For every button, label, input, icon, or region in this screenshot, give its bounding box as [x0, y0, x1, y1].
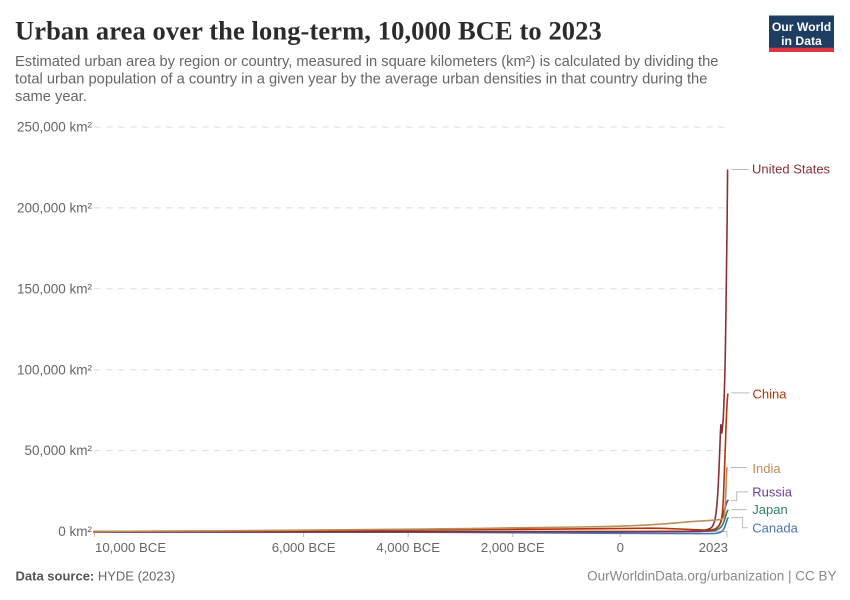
svg-text:10,000 BCE: 10,000 BCE	[95, 540, 166, 555]
svg-text:0 km²: 0 km²	[58, 524, 92, 539]
svg-text:200,000 km²: 200,000 km²	[17, 201, 93, 216]
svg-text:4,000 BCE: 4,000 BCE	[376, 540, 440, 555]
svg-text:2,000 BCE: 2,000 BCE	[481, 540, 545, 555]
svg-text:250,000 km²: 250,000 km²	[17, 120, 93, 135]
svg-text:United States: United States	[752, 162, 831, 177]
svg-text:50,000 km²: 50,000 km²	[24, 443, 92, 458]
svg-text:6,000 BCE: 6,000 BCE	[272, 540, 336, 555]
svg-text:0: 0	[617, 540, 624, 555]
svg-text:2023: 2023	[699, 540, 728, 555]
svg-text:India: India	[752, 461, 781, 476]
svg-text:Russia: Russia	[752, 485, 793, 500]
svg-text:Japan: Japan	[752, 502, 787, 517]
svg-text:Canada: Canada	[752, 520, 798, 535]
svg-text:Data source: HYDE (2023): Data source: HYDE (2023)	[16, 569, 176, 584]
svg-text:same year.: same year.	[15, 89, 87, 105]
svg-text:Our World: Our World	[772, 20, 831, 34]
svg-text:Estimated urban area by region: Estimated urban area by region or countr…	[15, 54, 718, 70]
svg-text:Urban area over the long-term,: Urban area over the long-term, 10,000 BC…	[15, 16, 602, 46]
svg-text:100,000 km²: 100,000 km²	[17, 362, 93, 377]
svg-text:China: China	[753, 387, 788, 402]
svg-text:OurWorldinData.org/urbanizatio: OurWorldinData.org/urbanization | CC BY	[587, 568, 836, 583]
svg-text:total urban population of a co: total urban population of a country in a…	[15, 72, 707, 88]
svg-text:in Data: in Data	[781, 34, 822, 48]
svg-text:150,000 km²: 150,000 km²	[17, 281, 93, 296]
